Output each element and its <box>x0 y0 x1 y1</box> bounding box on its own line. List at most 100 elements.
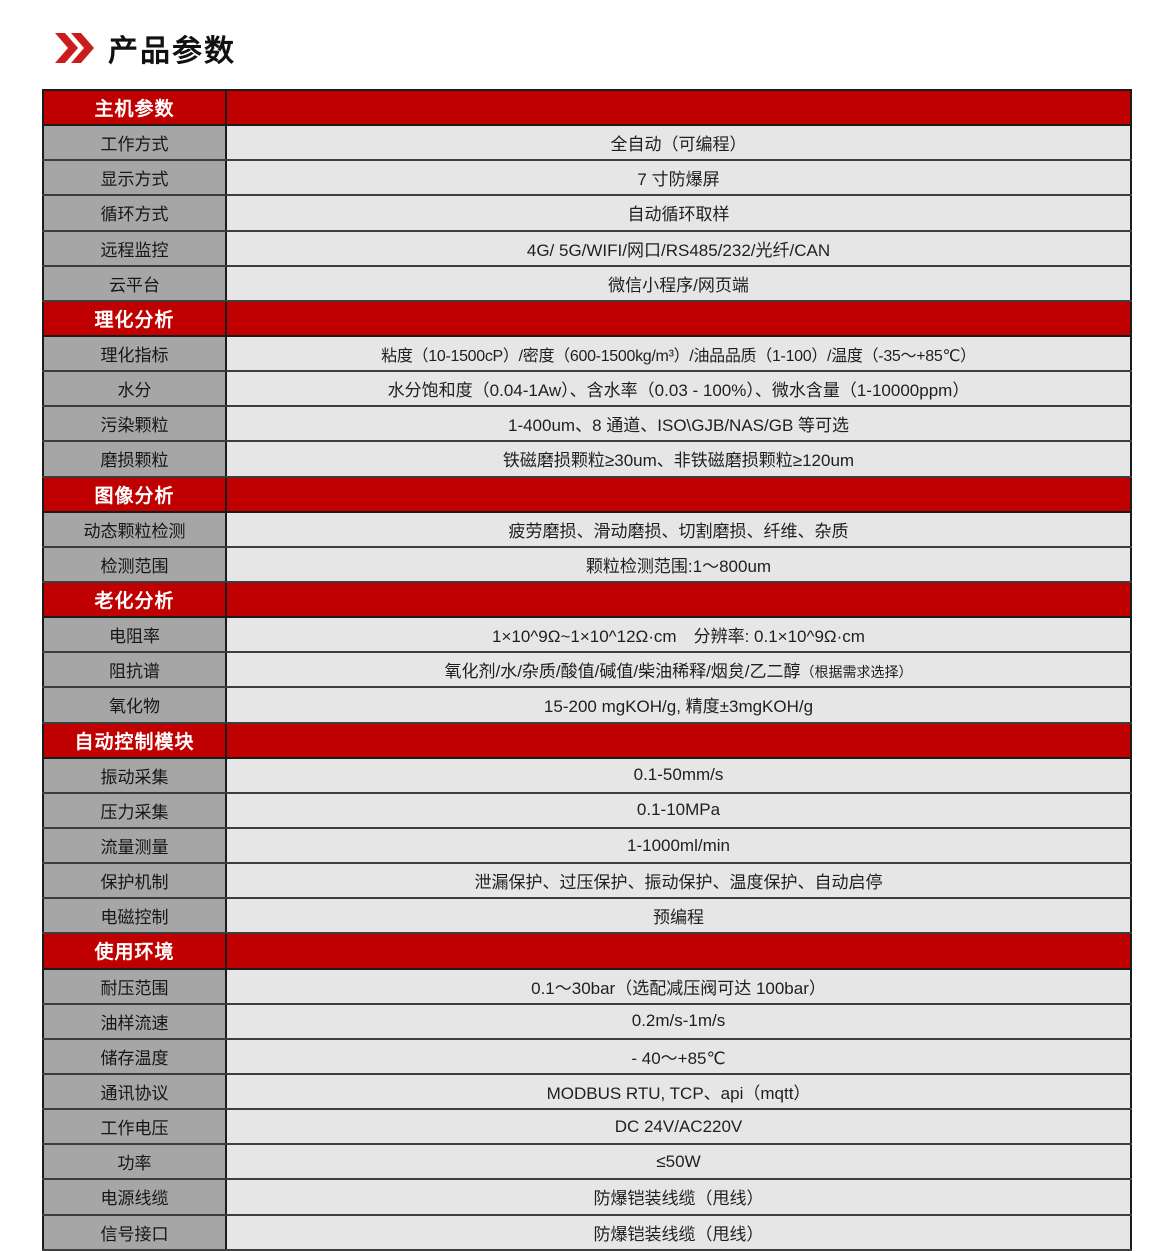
double-chevron-right-icon <box>55 33 94 63</box>
spec-row-label: 污染颗粒 <box>42 405 227 443</box>
spec-row-label: 功率 <box>42 1143 227 1181</box>
spec-row-value: 1-1000ml/min <box>225 826 1132 865</box>
spec-row-value: 1×10^9Ω~1×10^12Ω·cm 分辨率: 0.1×10^9Ω·cm <box>225 616 1132 654</box>
spec-row: 阻抗谱 氧化剂/水/杂质/酸值/碱值/柴油稀释/烟炱/乙二醇（根据需求选择） <box>42 651 1132 689</box>
spec-row: 振动采集 0.1-50mm/s <box>42 756 1132 794</box>
spec-row-label: 储存温度 <box>42 1037 227 1075</box>
spec-row-label: 云平台 <box>42 264 227 302</box>
spec-row-value: 0.1～30bar（选配减压阀可达 100bar） <box>225 967 1132 1005</box>
spec-row-value: 1-400um、8 通道、ISO\GJB/NAS/GB 等可选 <box>225 405 1132 443</box>
spec-row-value: 泄漏保护、过压保护、振动保护、温度保护、自动启停 <box>225 862 1132 900</box>
spec-row: 信号接口 防爆铠装线缆（甩线） <box>42 1213 1132 1251</box>
spec-row-label: 流量测量 <box>42 826 227 865</box>
section-header-row: 理化分析 <box>42 299 1132 337</box>
spec-row-label: 耐压范围 <box>42 967 227 1005</box>
spec-row: 理化指标 粘度（10-1500cP）/密度（600-1500kg/m³）/油品品质… <box>42 334 1132 373</box>
spec-row-label: 动态颗粒检测 <box>42 510 227 548</box>
spec-row-value: 0.1-10MPa <box>225 791 1132 829</box>
spec-row-label: 检测范围 <box>42 545 227 583</box>
spec-row-value: 颗粒检测范围:1～800um <box>225 545 1132 583</box>
section-header-label: 图像分析 <box>42 475 227 513</box>
spec-row-value: 微信小程序/网页端 <box>225 264 1132 302</box>
section-header-spacer <box>225 580 1132 619</box>
spec-row-label: 氧化物 <box>42 686 227 724</box>
product-parameters-table: 主机参数 工作方式 全自动（可编程） 显示方式 7 寸防爆屏 循环方式 自动循环取样 远程监控… <box>42 88 1132 1251</box>
spec-row-label: 磨损颗粒 <box>42 440 227 478</box>
spec-row: 储存温度 - 40～+85℃ <box>42 1037 1132 1075</box>
section-header-spacer <box>225 932 1132 970</box>
spec-row-value: 预编程 <box>225 897 1132 935</box>
spec-row-label: 远程监控 <box>42 229 227 267</box>
spec-row: 电磁控制 预编程 <box>42 897 1132 935</box>
section-header-row: 自动控制模块 <box>42 721 1132 759</box>
spec-row: 显示方式 7 寸防爆屏 <box>42 159 1132 197</box>
section-header-spacer <box>225 721 1132 759</box>
spec-row-value: 自动循环取样 <box>225 194 1132 232</box>
spec-row-label: 循环方式 <box>42 194 227 232</box>
spec-row-value: 7 寸防爆屏 <box>225 159 1132 197</box>
spec-row: 氧化物 15-200 mgKOH/g, 精度±3mgKOH/g <box>42 686 1132 724</box>
spec-row-value: - 40～+85℃ <box>225 1037 1132 1075</box>
section-header-label: 自动控制模块 <box>42 721 227 759</box>
section-header-label: 理化分析 <box>42 299 227 337</box>
spec-row-label: 压力采集 <box>42 791 227 829</box>
spec-row-value: 粘度（10-1500cP）/密度（600-1500kg/m³）/油品品质（1-1… <box>225 334 1132 373</box>
spec-row: 压力采集 0.1-10MPa <box>42 791 1132 829</box>
spec-row: 水分 水分饱和度（0.04-1Aw）、含水率（0.03 - 100%）、微水含量（… <box>42 370 1132 408</box>
spec-row: 功率 ≤50W <box>42 1143 1132 1181</box>
spec-row: 电阻率 1×10^9Ω~1×10^12Ω·cm 分辨率: 0.1×10^9Ω·cm <box>42 616 1132 654</box>
page-title: 产品参数 <box>108 35 236 68</box>
spec-row: 远程监控 4G/ 5G/WIFI/网口/RS485/232/光纤/CAN <box>42 229 1132 267</box>
section-header-spacer <box>225 475 1132 513</box>
spec-row: 云平台 微信小程序/网页端 <box>42 264 1132 302</box>
spec-row: 磨损颗粒 铁磁磨损颗粒≥30um、非铁磁磨损颗粒≥120um <box>42 440 1132 478</box>
spec-table-body: 主机参数 工作方式 全自动（可编程） 显示方式 7 寸防爆屏 循环方式 自动循环取样 远程监控… <box>42 88 1132 1251</box>
spec-row-label: 工作电压 <box>42 1108 227 1146</box>
section-header-spacer <box>225 299 1132 337</box>
spec-row: 保护机制 泄漏保护、过压保护、振动保护、温度保护、自动启停 <box>42 862 1132 900</box>
spec-row: 污染颗粒 1-400um、8 通道、ISO\GJB/NAS/GB 等可选 <box>42 405 1132 443</box>
spec-row-label: 电阻率 <box>42 616 227 654</box>
spec-row: 电源线缆 防爆铠装线缆（甩线） <box>42 1178 1132 1216</box>
spec-row-label: 油样流速 <box>42 1002 227 1040</box>
spec-row-label: 工作方式 <box>42 124 227 162</box>
section-header-row: 主机参数 <box>42 88 1132 127</box>
spec-row: 动态颗粒检测 疲劳磨损、滑动磨损、切割磨损、纤维、杂质 <box>42 510 1132 548</box>
section-header-row: 使用环境 <box>42 932 1132 970</box>
spec-row-label: 通讯协议 <box>42 1072 227 1111</box>
section-header-label: 主机参数 <box>42 88 227 127</box>
spec-row-value: 铁磁磨损颗粒≥30um、非铁磁磨损颗粒≥120um <box>225 440 1132 478</box>
spec-row-value: 氧化剂/水/杂质/酸值/碱值/柴油稀释/烟炱/乙二醇（根据需求选择） <box>225 651 1132 689</box>
section-header-label: 老化分析 <box>42 580 227 619</box>
spec-row: 循环方式 自动循环取样 <box>42 194 1132 232</box>
spec-row: 耐压范围 0.1～30bar（选配减压阀可达 100bar） <box>42 967 1132 1005</box>
spec-row: 检测范围 颗粒检测范围:1～800um <box>42 545 1132 583</box>
spec-row-label: 阻抗谱 <box>42 651 227 689</box>
spec-row: 工作方式 全自动（可编程） <box>42 124 1132 162</box>
spec-row-value: 防爆铠装线缆（甩线） <box>225 1178 1132 1216</box>
spec-row-value: MODBUS RTU, TCP、api（mqtt） <box>225 1072 1132 1111</box>
spec-row-label: 理化指标 <box>42 334 227 373</box>
spec-row-value-note: （根据需求选择） <box>800 664 913 681</box>
spec-row-label: 振动采集 <box>42 756 227 794</box>
spec-row-label: 信号接口 <box>42 1213 227 1251</box>
spec-row-value: 疲劳磨损、滑动磨损、切割磨损、纤维、杂质 <box>225 510 1132 548</box>
spec-row-label: 水分 <box>42 370 227 408</box>
spec-row: 流量测量 1-1000ml/min <box>42 826 1132 865</box>
spec-row-value: 水分饱和度（0.04-1Aw）、含水率（0.03 - 100%）、微水含量（1-… <box>225 370 1132 408</box>
spec-row-value: 防爆铠装线缆（甩线） <box>225 1213 1132 1251</box>
section-header-row: 老化分析 <box>42 580 1132 619</box>
spec-row-label: 保护机制 <box>42 862 227 900</box>
spec-row-value: ≤50W <box>225 1143 1132 1181</box>
spec-row-value: DC 24V/AC220V <box>225 1108 1132 1146</box>
spec-row-value: 全自动（可编程） <box>225 124 1132 162</box>
spec-row-value: 0.2m/s-1m/s <box>225 1002 1132 1040</box>
spec-row-value: 15-200 mgKOH/g, 精度±3mgKOH/g <box>225 686 1132 724</box>
spec-row-label: 电源线缆 <box>42 1178 227 1216</box>
spec-row-value: 4G/ 5G/WIFI/网口/RS485/232/光纤/CAN <box>225 229 1132 267</box>
spec-row-label: 电磁控制 <box>42 897 227 935</box>
spec-row: 工作电压 DC 24V/AC220V <box>42 1108 1132 1146</box>
spec-row: 油样流速 0.2m/s-1m/s <box>42 1002 1132 1040</box>
spec-row-value: 0.1-50mm/s <box>225 756 1132 794</box>
